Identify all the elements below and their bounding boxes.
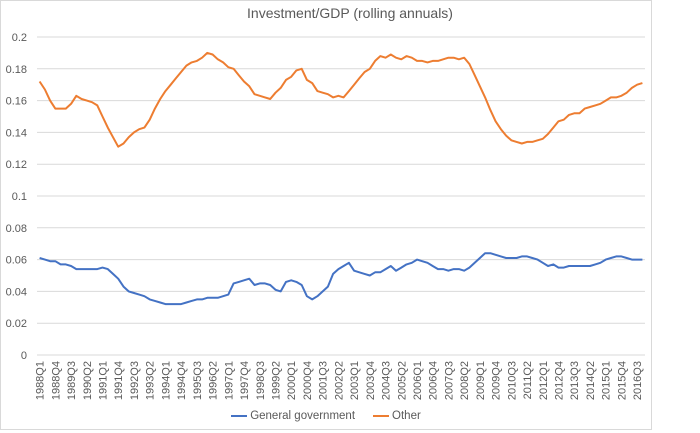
x-tick-label: 2006Q4	[428, 361, 440, 400]
x-tick-label: 2015Q1	[601, 361, 613, 400]
x-tick-label: 2009Q4	[491, 361, 503, 400]
x-tick-label: 2016Q3	[632, 361, 644, 400]
legend-item-general-government: General government	[231, 410, 355, 422]
y-tick-label: 0.08	[6, 223, 27, 235]
y-tick-label: 0.02	[6, 318, 27, 330]
x-tick-label: 1996Q2	[208, 361, 220, 400]
x-tick-label: 1997Q4	[239, 361, 251, 400]
x-tick-label: 1998Q3	[255, 361, 267, 400]
x-tick-label: 1994Q1	[160, 361, 172, 400]
y-tick-label: 0.14	[6, 127, 27, 139]
legend-label: General government	[250, 410, 356, 422]
series-line-other	[38, 51, 643, 148]
x-tick-label: 1997Q1	[223, 361, 235, 400]
x-tick-label: 2009Q1	[475, 361, 487, 400]
x-tick-label: 2015Q4	[616, 361, 628, 400]
x-tick-label: 2003Q4	[365, 361, 377, 400]
x-tick-label: 1991Q1	[98, 361, 110, 400]
x-tick-label: 2002Q2	[333, 361, 345, 400]
y-tick-label: 0.1	[12, 191, 27, 203]
legend: General government Other	[0, 410, 652, 422]
y-tick-label: 0.06	[6, 255, 27, 267]
y-tick-label: 0.18	[6, 64, 27, 76]
x-tick-label: 2004Q3	[381, 361, 393, 400]
x-tick-label: 1995Q3	[192, 361, 204, 400]
x-tick-label: 2005Q2	[396, 361, 408, 400]
y-tick-label: 0.16	[6, 96, 27, 108]
legend-item-other: Other	[373, 410, 421, 422]
y-tick-label: 0.12	[6, 159, 27, 171]
x-tick-label: 2011Q2	[522, 361, 534, 399]
x-tick-label: 2000Q1	[286, 361, 298, 400]
x-tick-label: 2014Q2	[585, 361, 597, 400]
y-tick-label: 0	[21, 350, 27, 362]
x-tick-label: 1992Q3	[129, 361, 141, 400]
x-tick-label: 2007Q3	[443, 361, 455, 400]
x-tick-label: 1989Q3	[66, 361, 78, 400]
x-tick-label: 2012Q4	[554, 361, 566, 400]
x-tick-label: 2006Q1	[412, 361, 424, 400]
x-tick-label: 1999Q2	[270, 361, 282, 400]
legend-swatch-general-government	[231, 415, 248, 417]
x-tick-label: 1990Q2	[82, 361, 94, 400]
x-tick-label: 2008Q2	[459, 361, 471, 400]
y-tick-label: 0.2	[12, 32, 27, 44]
y-tick-label: 0.04	[6, 286, 27, 298]
x-tick-label: 2001Q3	[318, 361, 330, 400]
x-tick-label: 1988Q1	[35, 361, 47, 400]
x-tick-label: 2003Q1	[349, 361, 361, 400]
x-tick-label: 1991Q4	[113, 361, 125, 400]
series-line-general-government	[39, 252, 643, 306]
x-tick-label: 2013Q3	[569, 361, 581, 400]
x-tick-label: 2010Q3	[506, 361, 518, 400]
x-tick-label: 2000Q4	[302, 361, 314, 400]
chart-border	[0, 0, 652, 430]
x-tick-label: 1994Q4	[176, 361, 188, 400]
x-tick-label: 2012Q1	[538, 361, 550, 400]
legend-label: Other	[392, 410, 421, 422]
x-tick-label: 1993Q2	[145, 361, 157, 400]
chart-title: Investment/GDP (rolling annuals)	[247, 5, 453, 21]
legend-swatch-other	[373, 415, 390, 417]
x-tick-label: 1988Q4	[50, 361, 62, 400]
